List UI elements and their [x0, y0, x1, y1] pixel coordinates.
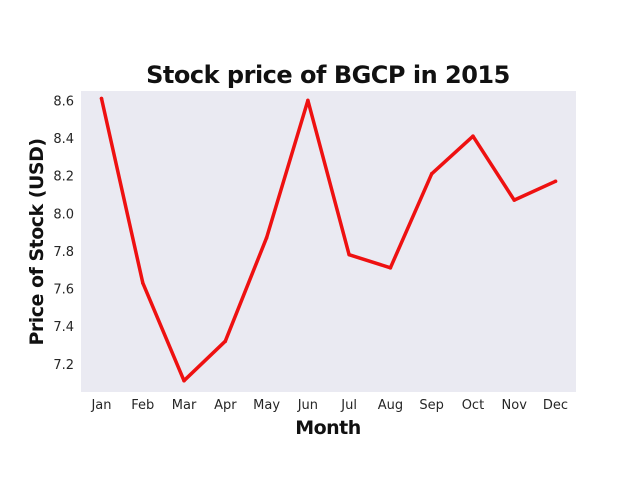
data-point: [223, 339, 228, 343]
x-tick-label: Aug: [378, 398, 403, 413]
y-tick-label: 7.4: [53, 320, 74, 335]
data-point: [471, 134, 475, 138]
x-tick-label: Jun: [297, 398, 318, 413]
y-tick-label: 8.2: [53, 170, 74, 185]
y-tick-label: 8.6: [53, 94, 74, 109]
x-tick-label: Jul: [340, 398, 357, 413]
y-tick-label: 7.2: [53, 358, 74, 373]
x-tick-label: Sep: [419, 398, 444, 413]
x-tick-label: May: [253, 398, 280, 413]
data-point: [512, 198, 516, 202]
x-tick-label: Dec: [543, 398, 568, 413]
x-axis-label: Month: [295, 417, 361, 439]
data-point: [264, 235, 269, 240]
plot-area: [81, 91, 576, 392]
y-tick-label: 7.6: [53, 283, 74, 298]
y-tick-label: 8.4: [53, 132, 74, 147]
y-tick-label: 8.0: [53, 207, 74, 222]
y-tick-labels: 7.2 7.4 7.6 7.8 8.0 8.2 8.4 8.6: [53, 94, 74, 372]
data-point: [553, 179, 558, 184]
x-tick-label: Apr: [214, 398, 237, 413]
y-tick-label: 7.8: [53, 245, 74, 260]
x-tick-label: Feb: [131, 398, 154, 413]
x-tick-label: Nov: [502, 398, 528, 413]
x-tick-labels: Jan Feb Mar Apr May Jun Jul Aug Sep Oct Nov Dec: [90, 398, 568, 413]
data-point: [388, 266, 393, 270]
data-point: [182, 378, 186, 383]
price-series-line: [99, 96, 558, 383]
chart-title: Stock price of BGCP in 2015: [146, 61, 510, 89]
data-point: [347, 252, 351, 257]
x-tick-label: Oct: [462, 398, 484, 413]
series-layer: [99, 96, 558, 383]
data-point: [429, 172, 434, 176]
x-tick-label: Mar: [172, 398, 197, 413]
data-point: [99, 96, 104, 101]
y-axis-label: Price of Stock (USD): [26, 138, 48, 345]
data-point: [141, 281, 145, 285]
x-tick-label: Jan: [90, 398, 111, 413]
data-point: [306, 98, 310, 103]
